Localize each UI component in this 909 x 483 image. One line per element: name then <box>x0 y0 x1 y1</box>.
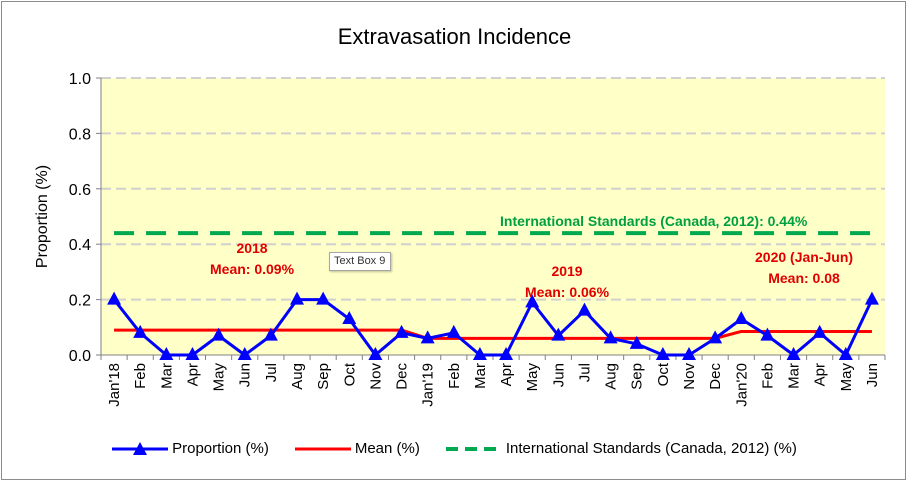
data-point <box>446 324 461 338</box>
data-point <box>655 347 670 360</box>
legend-item-standard: International Standards (Canada, 2012) (… <box>445 440 797 457</box>
data-point <box>551 327 566 341</box>
x-tick-label: Oct <box>655 362 672 386</box>
x-tick-label: Apr <box>184 363 201 386</box>
legend-proportion-icon <box>112 441 169 455</box>
chart-title: Extravasation Incidence <box>337 24 572 49</box>
y-tick-label: 0.0 <box>69 348 91 365</box>
data-point <box>708 330 723 344</box>
legend-label-mean: Mean (%) <box>354 440 420 457</box>
data-point <box>342 310 357 324</box>
standard-annotation: International Standards (Canada, 2012): … <box>500 213 808 229</box>
y-tick-label: 0.2 <box>69 293 91 310</box>
data-point <box>211 327 226 341</box>
x-tick-label: Sep <box>629 363 646 390</box>
data-point <box>133 324 148 338</box>
data-point <box>864 291 879 305</box>
x-tick-label: Jul <box>576 363 593 382</box>
data-point <box>159 347 174 360</box>
legend-mean-icon <box>294 447 351 450</box>
annotation-2020: 2020 (Jan-Jun) Mean: 0.08 <box>755 247 853 289</box>
x-tick-label: Jun <box>550 363 567 387</box>
x-tick-label: Jan'18 <box>106 363 123 407</box>
data-point <box>629 335 644 349</box>
data-point <box>263 327 278 341</box>
x-tick-label: Feb <box>446 363 463 389</box>
data-point <box>812 324 827 338</box>
series-line-mean <box>114 328 872 340</box>
x-tick-label: May <box>211 363 228 392</box>
data-point <box>838 347 853 360</box>
legend-standard-icon <box>445 446 502 451</box>
x-tick-label: Oct <box>341 362 358 386</box>
x-tick-label: Jan'19 <box>420 363 437 407</box>
data-point <box>577 302 592 316</box>
annotation-2018: 2018 Mean: 0.09% <box>210 238 294 280</box>
data-point <box>420 330 435 344</box>
x-tick-label: Aug <box>289 363 306 390</box>
annotation-2018-mean: Mean: 0.09% <box>210 261 295 277</box>
data-point <box>525 294 540 308</box>
legend-label-proportion: Proportion (%) <box>172 440 269 457</box>
x-tick-label: Mar <box>158 363 175 389</box>
data-point <box>237 347 252 360</box>
x-tick-label: Apr <box>498 363 515 386</box>
legend: Proportion (%) Mean (%) International St… <box>2 440 907 457</box>
x-tick-label: Apr <box>812 363 829 386</box>
x-tick-label: Nov <box>681 363 698 390</box>
data-point <box>472 347 487 360</box>
data-point <box>499 347 514 360</box>
x-tick-label: May <box>838 363 855 392</box>
x-tick-label: Aug <box>603 363 620 390</box>
legend-item-proportion: Proportion (%) <box>112 440 269 457</box>
annotation-2019-title: 2019 <box>551 263 583 279</box>
data-point <box>734 310 749 324</box>
x-tick-label: Feb <box>759 363 776 389</box>
data-point <box>290 291 304 305</box>
data-point <box>107 291 122 305</box>
y-tick-label: 0.4 <box>69 237 91 254</box>
annotation-2018-title: 2018 <box>236 240 268 256</box>
legend-label-standard: International Standards (Canada, 2012) (… <box>505 440 797 457</box>
data-point <box>394 324 409 338</box>
y-tick-label: 0.6 <box>69 182 91 199</box>
y-tick-label: 1.0 <box>69 71 91 88</box>
y-tick-label: 0.8 <box>69 126 91 143</box>
x-tick-label: Dec <box>394 363 411 390</box>
annotation-2020-mean: Mean: 0.08 <box>768 270 840 286</box>
x-tick-label: Jul <box>263 363 280 382</box>
x-tick-label: Jan'20 <box>733 363 750 407</box>
data-point <box>316 291 331 305</box>
plot-area <box>101 78 885 355</box>
x-tick-label: Jun <box>864 363 881 387</box>
x-tick-label: Mar <box>786 363 803 389</box>
x-tick-label: Nov <box>367 363 384 390</box>
x-tick-label: Sep <box>315 363 332 390</box>
data-point <box>760 327 775 341</box>
x-tick-label: Jun <box>237 363 254 387</box>
x-tick-label: Dec <box>707 363 724 390</box>
data-point <box>682 347 696 360</box>
data-point <box>368 347 383 360</box>
data-point <box>603 330 618 344</box>
annotation-2019: 2019 Mean: 0.06% <box>525 261 609 303</box>
text-box-9[interactable]: Text Box 9 <box>329 252 391 271</box>
data-point <box>786 347 801 360</box>
data-point <box>185 347 200 360</box>
x-tick-label: May <box>524 363 541 392</box>
x-tick-label: Feb <box>132 363 149 389</box>
y-axis-label: Proportion (%) <box>34 165 51 268</box>
annotation-2019-mean: Mean: 0.06% <box>525 284 610 300</box>
x-tick-label: Mar <box>472 363 489 389</box>
annotation-2020-title: 2020 (Jan-Jun) <box>755 249 854 265</box>
legend-item-mean: Mean (%) <box>294 440 420 457</box>
